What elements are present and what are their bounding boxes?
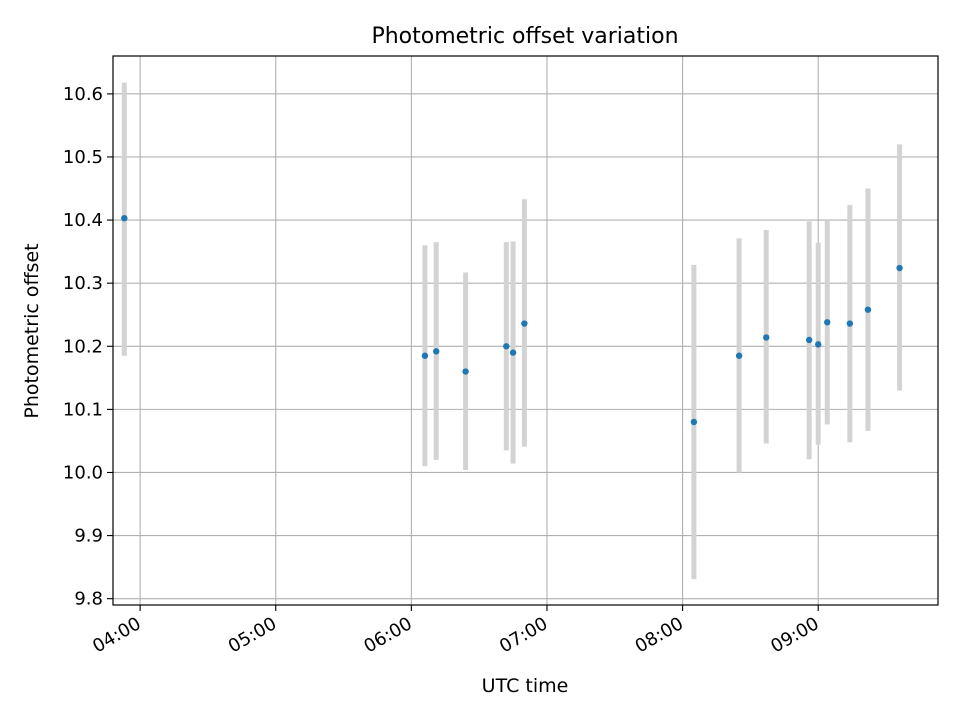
- data-point: [815, 341, 822, 348]
- y-axis-label: Photometric offset: [21, 243, 43, 418]
- data-point: [805, 336, 813, 344]
- y-tick-label: 10.5: [63, 147, 103, 168]
- data-point: [735, 352, 743, 359]
- data-point: [896, 264, 903, 272]
- y-tick-label: 10.3: [63, 273, 103, 294]
- data-point: [864, 306, 872, 313]
- data-point: [121, 214, 128, 222]
- y-tick-label: 10.6: [63, 84, 103, 105]
- data-point: [690, 418, 698, 426]
- x-axis-label: UTC time: [482, 675, 569, 697]
- plot-frame: [112, 55, 939, 606]
- data-point: [509, 349, 517, 356]
- data-point: [421, 352, 429, 359]
- y-tick-label: 9.9: [74, 526, 103, 547]
- chart-title: Photometric offset variation: [371, 24, 678, 49]
- y-tick-label: 10.4: [63, 210, 103, 231]
- data-point: [763, 334, 770, 341]
- data-point: [824, 319, 831, 326]
- y-tick-label: 10.1: [63, 399, 103, 420]
- y-tick-label: 10.2: [63, 336, 103, 357]
- data-point: [846, 320, 854, 327]
- data-point: [433, 348, 440, 355]
- y-axis-ticks: 9.8 9.9 10.0 10.1 10.2 10.3 10.4 10.5 10.6: [63, 84, 113, 610]
- data-point: [503, 343, 510, 350]
- data-point: [521, 320, 528, 327]
- data-point: [462, 368, 469, 375]
- data-points: [121, 214, 903, 426]
- y-tick-label: 9.8: [74, 589, 103, 610]
- y-tick-label: 10.0: [63, 462, 103, 483]
